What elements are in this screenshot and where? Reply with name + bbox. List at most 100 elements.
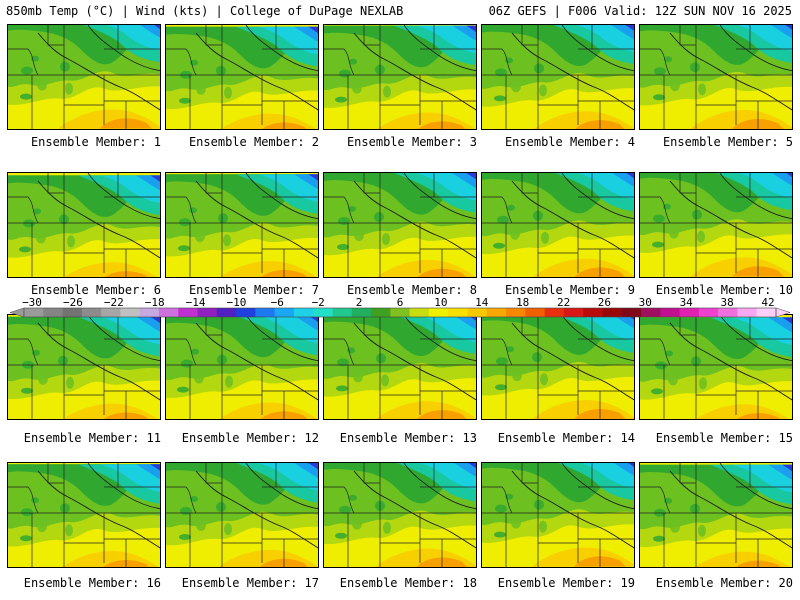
temperature-field-map (324, 173, 476, 277)
member-caption: Ensemble Member: 9 (504, 283, 635, 297)
member-caption: Ensemble Member: 4 (504, 135, 635, 149)
ensemble-member-map (639, 24, 793, 130)
colorbar-tick-label: −10 (226, 296, 246, 309)
colorbar-swatch (371, 308, 391, 317)
colorbar-swatch (313, 308, 333, 317)
colorbar-tick-label: 2 (356, 296, 363, 309)
temperature-field-map (166, 25, 318, 129)
colorbar-tick-label: 10 (434, 296, 447, 309)
member-caption: Ensemble Member: 6 (30, 283, 161, 297)
temperature-field-map (166, 463, 318, 567)
colorbar-swatch (737, 308, 758, 317)
temperature-field-map (8, 25, 160, 129)
colorbar-tick-label: 30 (639, 296, 652, 309)
temperature-field-map (482, 25, 634, 129)
colorbar-swatch (621, 308, 642, 317)
member-caption: Ensemble Member: 19 (497, 576, 635, 590)
colorbar-swatch (390, 308, 411, 317)
temperature-field-map (324, 315, 476, 419)
colorbar-swatch (718, 308, 738, 317)
colorbar-swatch (101, 308, 121, 317)
ensemble-member-map (165, 462, 319, 568)
colorbar-swatch (467, 308, 488, 317)
colorbar-swatch (236, 308, 256, 317)
colorbar-tick-label: −18 (145, 296, 165, 309)
colorbar-swatch (332, 308, 353, 317)
ensemble-member-map (7, 314, 161, 420)
colorbar-swatch (120, 308, 141, 317)
member-caption: Ensemble Member: 16 (23, 576, 161, 590)
ensemble-member-map (481, 24, 635, 130)
member-caption: Ensemble Member: 12 (181, 431, 319, 445)
ensemble-member-map (165, 172, 319, 278)
colorbar-swatch (698, 308, 719, 317)
ensemble-member-map (165, 24, 319, 130)
colorbar-swatch (197, 308, 218, 317)
member-caption: Ensemble Member: 11 (23, 431, 161, 445)
member-caption: Ensemble Member: 18 (339, 576, 477, 590)
colorbar-tick-label: −30 (22, 296, 42, 309)
colorbar-swatch (563, 308, 584, 317)
colorbar-swatch (139, 308, 160, 317)
colorbar-swatch (756, 308, 777, 317)
temperature-field-map (8, 315, 160, 419)
colorbar-tick-label: 6 (397, 296, 404, 309)
colorbar-tick-label: −22 (104, 296, 124, 309)
member-caption: Ensemble Member: 14 (497, 431, 635, 445)
colorbar-swatch (255, 308, 276, 317)
member-caption: Ensemble Member: 15 (655, 431, 793, 445)
temperature-field-map (482, 463, 634, 567)
temperature-field-map (8, 173, 160, 277)
colorbar-min-arrow (10, 307, 25, 318)
colorbar-swatch (544, 308, 565, 317)
colorbar-swatch (602, 308, 623, 317)
ensemble-member-map (481, 314, 635, 420)
colorbar-tick-label: 26 (598, 296, 611, 309)
colorbar-swatch (216, 308, 237, 317)
temperature-field-map (640, 25, 792, 129)
ensemble-member-map (481, 462, 635, 568)
ensemble-member-map (639, 172, 793, 278)
model-run-valid-time: 06Z GEFS | F006 Valid: 12Z SUN NOV 16 20… (488, 4, 792, 18)
ensemble-member-map (323, 462, 477, 568)
colorbar-swatch (274, 308, 295, 317)
member-caption: Ensemble Member: 10 (655, 283, 793, 297)
member-caption: Ensemble Member: 2 (188, 135, 319, 149)
member-caption: Ensemble Member: 7 (188, 283, 319, 297)
member-caption: Ensemble Member: 5 (662, 135, 793, 149)
ensemble-member-map (639, 314, 793, 420)
temperature-field-map (324, 25, 476, 129)
temperature-field-map (482, 173, 634, 277)
ensemble-member-map (323, 314, 477, 420)
colorbar-swatch (293, 308, 314, 317)
temperature-field-map (324, 463, 476, 567)
ensemble-member-map (7, 172, 161, 278)
colorbar-swatch (43, 308, 63, 317)
temperature-field-map (166, 173, 318, 277)
ensemble-member-map (639, 462, 793, 568)
ensemble-member-map (481, 172, 635, 278)
colorbar-swatch (24, 308, 44, 317)
colorbar-tick-label: −2 (312, 296, 325, 309)
colorbar-tick-label: −26 (63, 296, 83, 309)
temperature-field-map (640, 315, 792, 419)
temperature-field-map (640, 173, 792, 277)
colorbar-swatch (409, 308, 430, 317)
member-caption: Ensemble Member: 3 (346, 135, 477, 149)
colorbar-swatch (506, 308, 526, 317)
colorbar-tick-label: 22 (557, 296, 570, 309)
member-caption: Ensemble Member: 17 (181, 576, 319, 590)
colorbar-tick-label: −6 (271, 296, 284, 309)
colorbar-max-arrow (775, 307, 790, 318)
ensemble-member-map (7, 462, 161, 568)
colorbar-tick-label: 38 (720, 296, 733, 309)
colorbar-tick-label: 34 (680, 296, 694, 309)
colorbar-swatch (525, 308, 546, 317)
colorbar-swatch (428, 308, 449, 317)
colorbar-tick-label: 42 (761, 296, 774, 309)
temperature-field-map (640, 463, 792, 567)
ensemble-member-map (7, 24, 161, 130)
colorbar-swatch (660, 308, 680, 317)
temperature-field-map (8, 463, 160, 567)
colorbar-swatch (351, 308, 372, 317)
